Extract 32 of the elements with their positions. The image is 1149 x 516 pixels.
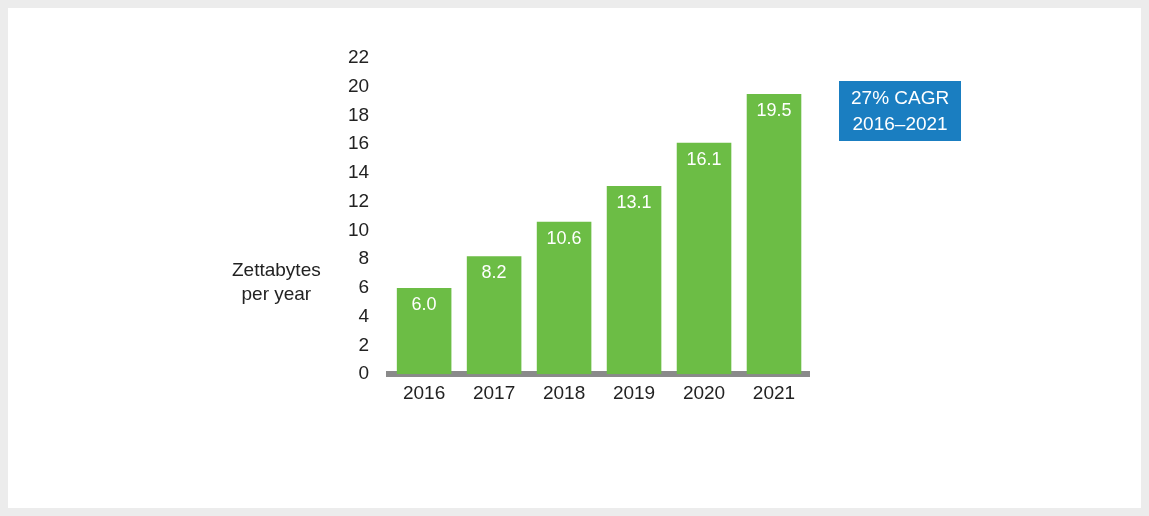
bar bbox=[606, 185, 662, 375]
y-tick-label: 2 bbox=[358, 333, 370, 355]
data-label: 19.5 bbox=[756, 99, 792, 120]
x-tick-label: 2021 bbox=[752, 381, 796, 403]
x-tick-label: 2017 bbox=[472, 381, 516, 403]
data-label: 16.1 bbox=[686, 148, 722, 169]
x-tick-label: 2019 bbox=[612, 381, 656, 403]
data-label: 10.6 bbox=[546, 227, 582, 248]
bar bbox=[466, 256, 522, 375]
y-tick-label: 18 bbox=[347, 103, 370, 125]
y-tick-label: 14 bbox=[347, 161, 370, 183]
y-tick-label: 0 bbox=[358, 362, 370, 384]
bar bbox=[396, 287, 452, 375]
data-label: 8.2 bbox=[481, 262, 507, 283]
y-tick-label: 8 bbox=[358, 247, 370, 269]
y-tick-label: 6 bbox=[358, 276, 370, 298]
y-tick-label: 12 bbox=[347, 189, 370, 211]
y-axis-title: Zettabytes per year bbox=[232, 258, 321, 306]
y-tick-label: 4 bbox=[358, 304, 370, 326]
text: 27% CAGR 2016–2021 bbox=[839, 81, 962, 141]
x-tick-label: 2020 bbox=[682, 381, 726, 403]
bar bbox=[536, 221, 592, 375]
y-tick-label: 22 bbox=[347, 46, 370, 68]
x-tick-label: 2018 bbox=[542, 381, 586, 403]
y-tick-label: 16 bbox=[347, 132, 370, 154]
data-label: 6.0 bbox=[411, 293, 437, 314]
y-tick-label: 20 bbox=[347, 74, 370, 96]
bar bbox=[676, 142, 732, 375]
y-tick-label: 10 bbox=[347, 218, 370, 240]
data-label: 13.1 bbox=[616, 191, 652, 212]
bar bbox=[746, 93, 802, 375]
x-tick-label: 2016 bbox=[402, 381, 446, 403]
